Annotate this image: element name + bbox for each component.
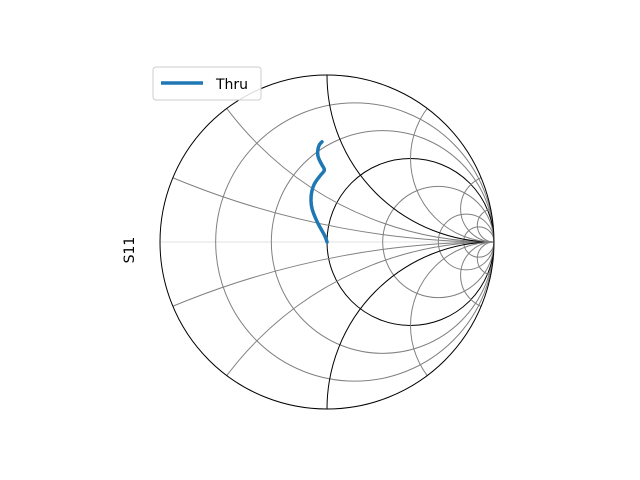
reactance-arc-pos-2 [410, 75, 494, 243]
reactance-arc-pos-1 [326, 75, 494, 243]
y-axis-label: S11 [122, 237, 138, 264]
series-line-thru [309, 140, 329, 244]
reactance-arc-pos-0_2 [160, 75, 494, 243]
unit-circle [159, 74, 495, 410]
reactance-arc-pos-5 [460, 174, 494, 243]
reactance-arc-neg-2 [410, 241, 494, 409]
reactance-arc-neg-1 [326, 241, 494, 409]
reactance-arc-neg-5 [460, 241, 494, 310]
reactance-arc-neg-0_2 [160, 241, 494, 409]
legend-box [152, 66, 262, 101]
legend-label-thru: Thru [215, 77, 248, 93]
legend: Thru [152, 66, 262, 101]
reactance-arc-neg-0_5 [160, 241, 494, 409]
reactance-arc-pos-0_5 [160, 75, 494, 243]
resistance-circle-0_2 [215, 102, 494, 382]
resistance-circle-2 [382, 185, 494, 299]
series-layer [309, 140, 329, 244]
